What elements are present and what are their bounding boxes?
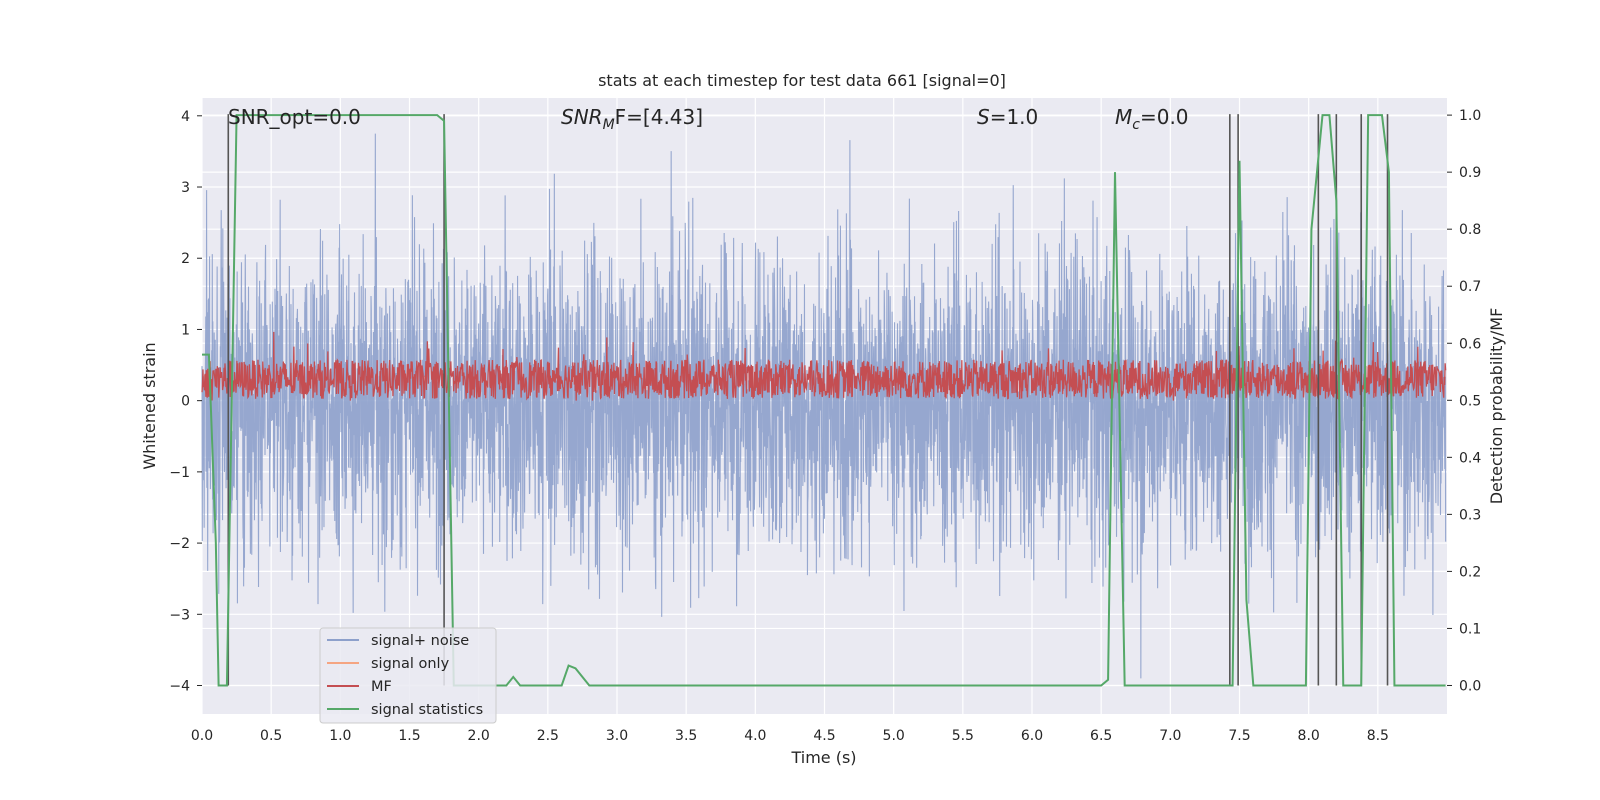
y-tick-label-left: −1: [169, 465, 190, 481]
x-tick-label: 4.5: [813, 728, 835, 744]
x-tick-label: 6.5: [1090, 728, 1112, 744]
x-tick-label: 7.0: [1159, 728, 1181, 744]
y-tick-label-left: −2: [169, 536, 190, 552]
annotation-snr-mf-symbol: SNR: [561, 105, 603, 129]
x-tick-label: 0.5: [260, 728, 282, 744]
legend-label-signal-noise: signal+ noise: [371, 633, 469, 649]
signal-statistics-series: [202, 114, 1446, 687]
y-tick-label-right: 0.0: [1459, 678, 1481, 694]
x-tick-label: 1.0: [329, 728, 351, 744]
y-ticks-right: 1.0 0.9 0.8 0.7 0.6 0.5 0.4 0.3 0.2 0.1 0.0: [1447, 108, 1481, 694]
y-tick-label-left: 3: [181, 180, 190, 196]
legend-label-signal-statistics: signal statistics: [371, 702, 483, 718]
annotation-mc-subscript: c: [1132, 117, 1140, 133]
y-tick-label-left: 1: [181, 322, 190, 338]
x-tick-label: 5.0: [883, 728, 905, 744]
y-tick-label-left: 2: [181, 251, 190, 267]
annotation-s-value: =1.0: [990, 105, 1039, 129]
x-tick-label: 0.0: [191, 728, 213, 744]
legend-box: [319, 627, 497, 724]
y-tick-label-right: 0.9: [1459, 165, 1481, 181]
chart-title: stats at each timestep for test data 661…: [598, 71, 1006, 90]
legend-label-signal-only: signal only: [371, 656, 450, 672]
y-ticks-left: 4 3 2 1 0 −1 −2 −3 −4: [169, 109, 202, 695]
y-tick-label-right: 1.0: [1459, 108, 1481, 124]
x-tick-label: 3.5: [675, 728, 697, 744]
x-tick-label: 5.5: [952, 728, 974, 744]
x-tick-label: 4.0: [744, 728, 766, 744]
x-ticks: 0.0 0.5 1.0 1.5 2.0 2.5 3.0 3.5 4.0 4.5 5.0 5.5 6.0 6…: [191, 728, 1389, 744]
y-tick-label-right: 0.3: [1459, 507, 1481, 523]
annotation-mc-value: =0.0: [1140, 105, 1189, 129]
annotation-mc: Mc=0.0: [1115, 105, 1189, 133]
y-tick-label-left: 4: [181, 109, 190, 125]
x-tick-label: 6.0: [1021, 728, 1043, 744]
legend: signal+ noise signal only MF signal stat…: [319, 627, 497, 724]
annotation-snr-mf-subscript: M: [603, 117, 615, 133]
y-axis-label-right: Detection probability/MF: [1487, 308, 1506, 505]
annotation-mc-symbol: M: [1115, 105, 1132, 129]
y-tick-label-left: −3: [169, 607, 190, 623]
y-tick-label-right: 0.4: [1459, 450, 1481, 466]
y-tick-label-right: 0.7: [1459, 279, 1481, 295]
legend-label-mf: MF: [371, 679, 392, 695]
x-tick-label: 8.0: [1298, 728, 1320, 744]
y-tick-label-right: 0.8: [1459, 222, 1481, 238]
x-tick-label: 7.5: [1228, 728, 1250, 744]
annotation-snr-opt: SNR_opt=0.0: [228, 105, 361, 129]
x-tick-label: 3.0: [606, 728, 628, 744]
event-markers: [227, 114, 1389, 686]
x-axis-label: Time (s): [790, 748, 856, 767]
y-tick-label-left: 0: [181, 394, 190, 410]
y-tick-label-right: 0.1: [1459, 621, 1481, 637]
y-tick-label-left: −4: [169, 679, 190, 695]
x-tick-label: 8.5: [1367, 728, 1389, 744]
y-tick-label-right: 0.5: [1459, 393, 1481, 409]
y-tick-label-right: 0.6: [1459, 336, 1481, 352]
annotation-s: S=1.0: [977, 105, 1038, 129]
signal-statistics-line: [202, 114, 1446, 687]
x-tick-label: 2.0: [468, 728, 490, 744]
annotation-snr-mf-value: F=[4.43]: [615, 105, 703, 129]
y-axis-label-left: Whitened strain: [140, 342, 159, 469]
annotation-s-symbol: S: [977, 105, 990, 129]
y-tick-label-right: 0.2: [1459, 564, 1481, 580]
x-tick-label: 1.5: [398, 728, 420, 744]
x-tick-label: 2.5: [537, 728, 559, 744]
annotation-snr-mf: SNRMF=[4.43]: [561, 105, 703, 133]
